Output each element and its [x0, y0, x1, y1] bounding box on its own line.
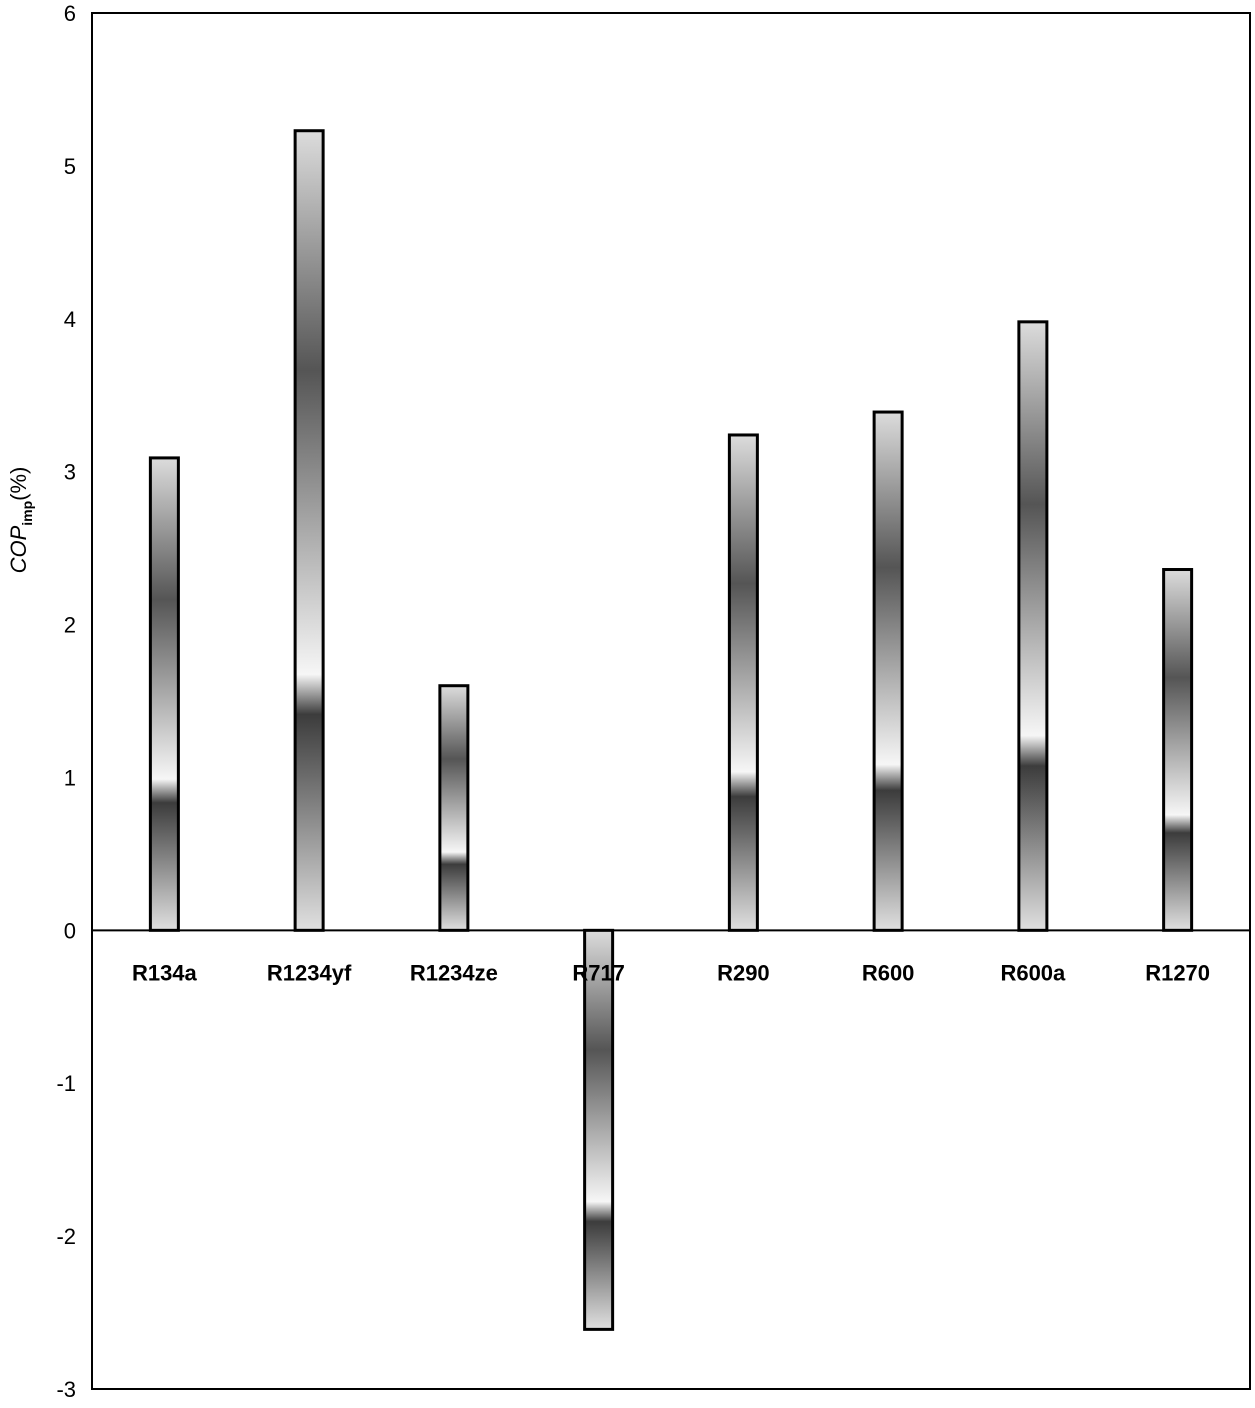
bar-R290	[727, 433, 759, 932]
y-tick-label: 4	[64, 307, 76, 332]
x-category-label: R290	[717, 960, 770, 985]
bar-R600a	[1017, 320, 1049, 932]
x-category-label: R1270	[1145, 960, 1210, 985]
x-category-label: R600a	[1000, 960, 1066, 985]
y-tick-label: 5	[64, 154, 76, 179]
x-category-label: R1234yf	[267, 960, 352, 985]
x-category-label: R134a	[132, 960, 198, 985]
bar-R1234ze	[438, 684, 470, 932]
y-tick-label: 3	[64, 460, 76, 485]
bar-R600	[872, 410, 904, 932]
plot-area-frame	[91, 12, 1251, 1390]
y-tick-label: 6	[64, 1, 76, 26]
x-category-label: R1234ze	[410, 960, 498, 985]
y-tick-label: -3	[56, 1377, 76, 1402]
y-tick-label: 1	[64, 765, 76, 790]
x-category-label: R717	[572, 960, 625, 985]
y-tick-label: -1	[56, 1071, 76, 1096]
bar-R1234yf	[293, 129, 325, 932]
y-tick-label: 0	[64, 918, 76, 943]
bar-R1270	[1162, 568, 1194, 932]
x-category-label: R600	[862, 960, 915, 985]
y-tick-label: 2	[64, 613, 76, 638]
y-axis-label: COPimp(%)	[6, 467, 35, 574]
bar-R717	[583, 928, 615, 1331]
bar-R134a	[148, 456, 180, 932]
y-tick-label: -2	[56, 1224, 76, 1249]
